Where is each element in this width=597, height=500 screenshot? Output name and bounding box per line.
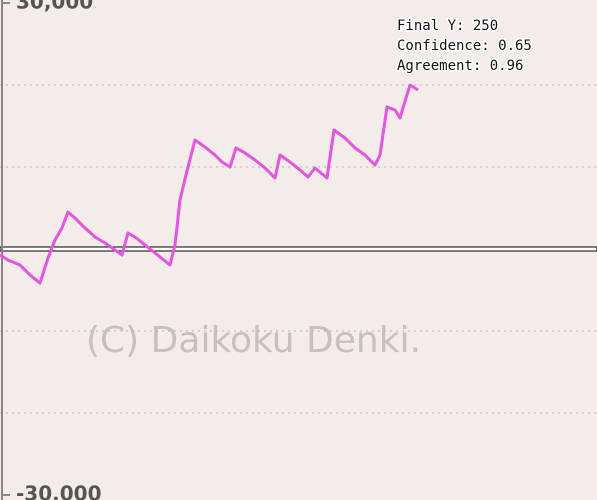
- annotation: Agreement: 0.96: [397, 58, 523, 74]
- annotation: Final Y: 250: [397, 18, 498, 34]
- y-tick-label: 30,000: [16, 0, 93, 14]
- watermark: (C) Daikoku Denki.: [86, 320, 421, 361]
- zero-line: [0, 246, 597, 252]
- annotation: Confidence: 0.65: [397, 38, 532, 54]
- y-tick-label: -30,000: [16, 482, 101, 500]
- line: [0, 83, 419, 285]
